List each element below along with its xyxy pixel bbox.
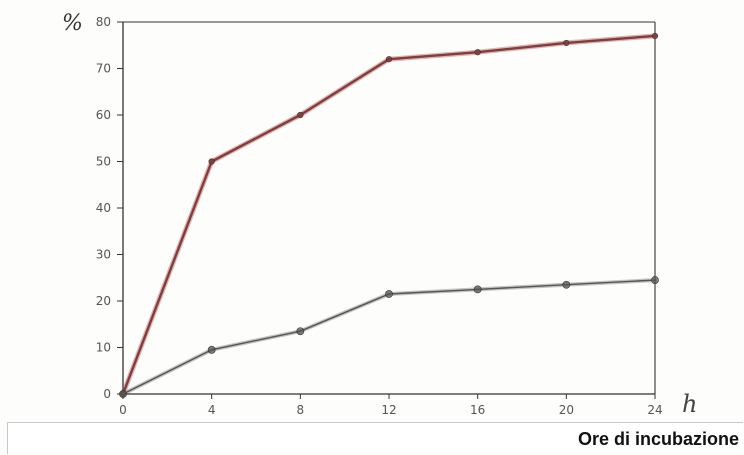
y-tick-label: 0 — [103, 387, 111, 401]
series-point — [119, 390, 127, 398]
series-point — [385, 56, 393, 63]
series-point — [651, 32, 659, 40]
series-line-shadow — [120, 33, 658, 397]
y-tick-label: 30 — [96, 248, 111, 262]
y-tick-label: 10 — [96, 341, 111, 355]
x-tick-label: 0 — [119, 403, 127, 417]
y-axis-label: % — [62, 11, 83, 36]
x-axis-label: Ore di incubazione — [577, 429, 739, 449]
series-point — [563, 39, 570, 47]
chart-ticks: 0 10 20 30 40 50 60 70 80 0 4 8 12 16 20 24 — [96, 15, 663, 417]
x-tick-label: 24 — [647, 403, 662, 417]
y-tick-label: 70 — [96, 62, 111, 76]
x-tick-label: 4 — [208, 403, 216, 417]
series-point — [562, 280, 571, 289]
y-tick-label: 40 — [96, 201, 111, 215]
y-tick-label: 20 — [96, 294, 111, 308]
series-point — [296, 327, 305, 336]
x-tick-label: 8 — [297, 403, 305, 417]
series-point — [208, 158, 215, 165]
y-tick-label: 60 — [96, 108, 111, 122]
series-point — [474, 49, 481, 56]
y-tick-label: 80 — [96, 15, 111, 29]
x-tick-label: 12 — [381, 403, 396, 417]
x-axis-unit-mark: h — [682, 390, 697, 418]
series-point — [385, 290, 393, 298]
series-point — [207, 345, 216, 354]
series-point — [651, 276, 659, 284]
series-point — [297, 111, 304, 119]
series-point — [473, 285, 482, 294]
x-tick-label: 16 — [470, 403, 485, 417]
series-line — [121, 34, 657, 396]
x-tick-label: 20 — [559, 403, 574, 417]
x-axis-caption-box: Ore di incubazione — [7, 422, 743, 454]
y-tick-label: 50 — [96, 155, 111, 169]
chart-axes — [122, 21, 656, 395]
chart-series — [119, 32, 659, 398]
